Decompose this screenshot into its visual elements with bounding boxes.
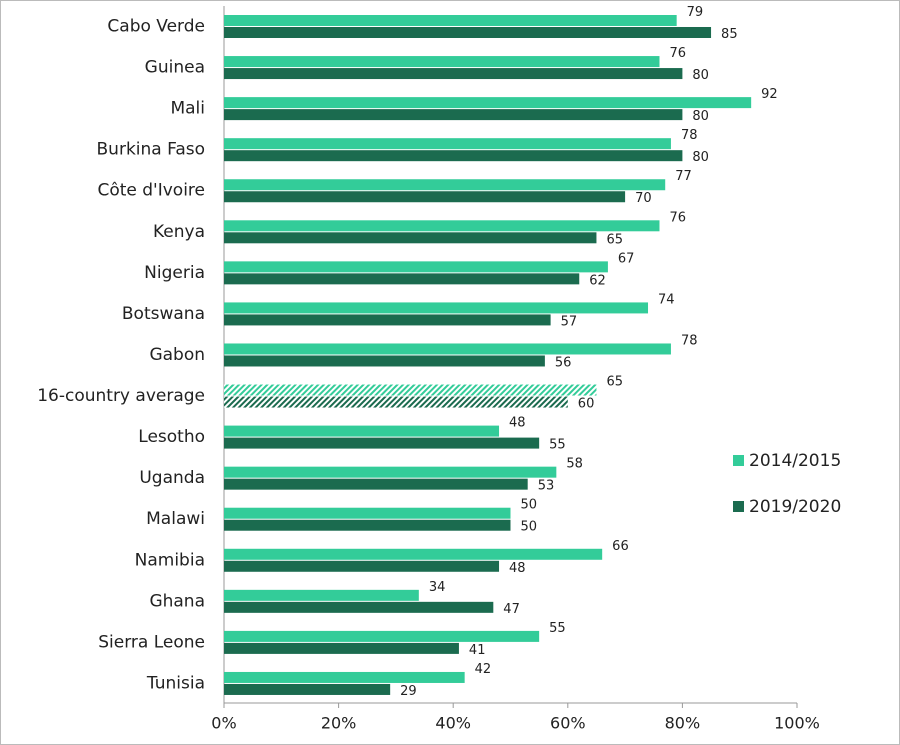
category-label: Namibia xyxy=(135,550,205,570)
legend-swatch xyxy=(733,501,744,512)
value-label: 66 xyxy=(612,539,629,554)
x-tick-label: 20% xyxy=(321,714,357,733)
x-tick-label: 0% xyxy=(211,714,236,733)
bar xyxy=(224,437,540,449)
bar xyxy=(224,314,551,326)
value-label: 55 xyxy=(549,621,566,636)
value-label: 78 xyxy=(681,128,698,143)
legend-label: 2014/2015 xyxy=(749,451,841,471)
category-label: Burkina Faso xyxy=(97,140,205,160)
bar xyxy=(224,425,500,437)
category-label: Kenya xyxy=(153,222,205,242)
value-label: 50 xyxy=(521,520,538,535)
x-tick-label: 80% xyxy=(665,714,701,733)
bar xyxy=(224,15,677,26)
bar xyxy=(224,97,752,109)
category-label: Sierra Leone xyxy=(98,632,205,652)
bar xyxy=(224,68,683,80)
bar xyxy=(224,150,683,162)
value-label: 78 xyxy=(681,333,698,348)
value-label: 48 xyxy=(509,416,526,431)
value-label: 67 xyxy=(618,251,635,266)
bar xyxy=(224,232,597,244)
value-label: 48 xyxy=(509,561,526,576)
value-label: 80 xyxy=(692,150,709,165)
category-label: Lesotho xyxy=(138,427,205,447)
value-label: 57 xyxy=(561,314,578,329)
value-label: 85 xyxy=(721,27,738,42)
category-label: Côte d'Ivoire xyxy=(97,181,205,201)
x-tick-label: 40% xyxy=(435,714,471,733)
legend-label: 2019/2020 xyxy=(749,497,841,517)
category-label: Ghana xyxy=(149,591,205,611)
bar xyxy=(224,355,545,367)
bar xyxy=(224,27,712,38)
bar xyxy=(224,220,660,232)
bar xyxy=(224,507,511,519)
bar xyxy=(224,548,603,560)
value-label: 76 xyxy=(669,46,686,61)
bar xyxy=(224,261,608,273)
value-label: 60 xyxy=(578,397,595,412)
value-label: 62 xyxy=(589,273,606,288)
bar xyxy=(224,642,459,654)
value-label: 80 xyxy=(692,109,709,124)
bar xyxy=(224,109,683,121)
bar xyxy=(224,396,568,408)
value-label: 41 xyxy=(469,643,486,658)
category-label: Malawi xyxy=(146,509,205,529)
value-label: 77 xyxy=(675,169,692,184)
bar xyxy=(224,273,580,285)
value-label: 42 xyxy=(475,662,492,677)
category-label: Mali xyxy=(170,99,205,119)
category-label: Uganda xyxy=(139,468,205,488)
category-label: Botswana xyxy=(122,304,205,324)
value-label: 29 xyxy=(400,684,417,699)
value-label: 58 xyxy=(566,457,583,472)
bar xyxy=(224,560,500,572)
value-label: 92 xyxy=(761,87,778,102)
bar xyxy=(224,601,494,613)
bar xyxy=(224,138,671,150)
category-label: Nigeria xyxy=(144,263,205,283)
bar xyxy=(224,302,649,314)
legend-swatch xyxy=(733,455,744,466)
category-label: Tunisia xyxy=(146,673,205,693)
bar xyxy=(224,478,528,490)
bar xyxy=(224,519,511,531)
bar xyxy=(224,191,626,203)
value-label: 80 xyxy=(692,68,709,83)
value-label: 47 xyxy=(503,602,520,617)
value-label: 76 xyxy=(669,210,686,225)
x-tick-label: 60% xyxy=(550,714,586,733)
value-label: 50 xyxy=(521,498,538,513)
value-label: 34 xyxy=(429,580,446,595)
value-label: 74 xyxy=(658,292,675,307)
bar xyxy=(224,589,419,601)
value-label: 79 xyxy=(687,5,704,20)
category-label: Guinea xyxy=(145,58,205,78)
bar xyxy=(224,671,465,683)
bar xyxy=(224,630,540,642)
bar xyxy=(224,179,666,191)
value-label: 56 xyxy=(555,355,572,370)
value-label: 53 xyxy=(538,479,555,494)
category-label: Cabo Verde xyxy=(107,17,205,37)
bar xyxy=(224,56,660,68)
value-label: 65 xyxy=(606,232,623,247)
value-label: 70 xyxy=(635,191,652,206)
x-tick-label: 100% xyxy=(774,714,820,733)
category-label: Gabon xyxy=(149,345,205,365)
bar xyxy=(224,466,557,478)
value-label: 65 xyxy=(606,375,623,390)
bar xyxy=(224,683,391,695)
value-label: 55 xyxy=(549,438,566,453)
bar xyxy=(224,384,597,396)
category-label: 16-country average xyxy=(37,386,205,406)
bar xyxy=(224,343,671,355)
